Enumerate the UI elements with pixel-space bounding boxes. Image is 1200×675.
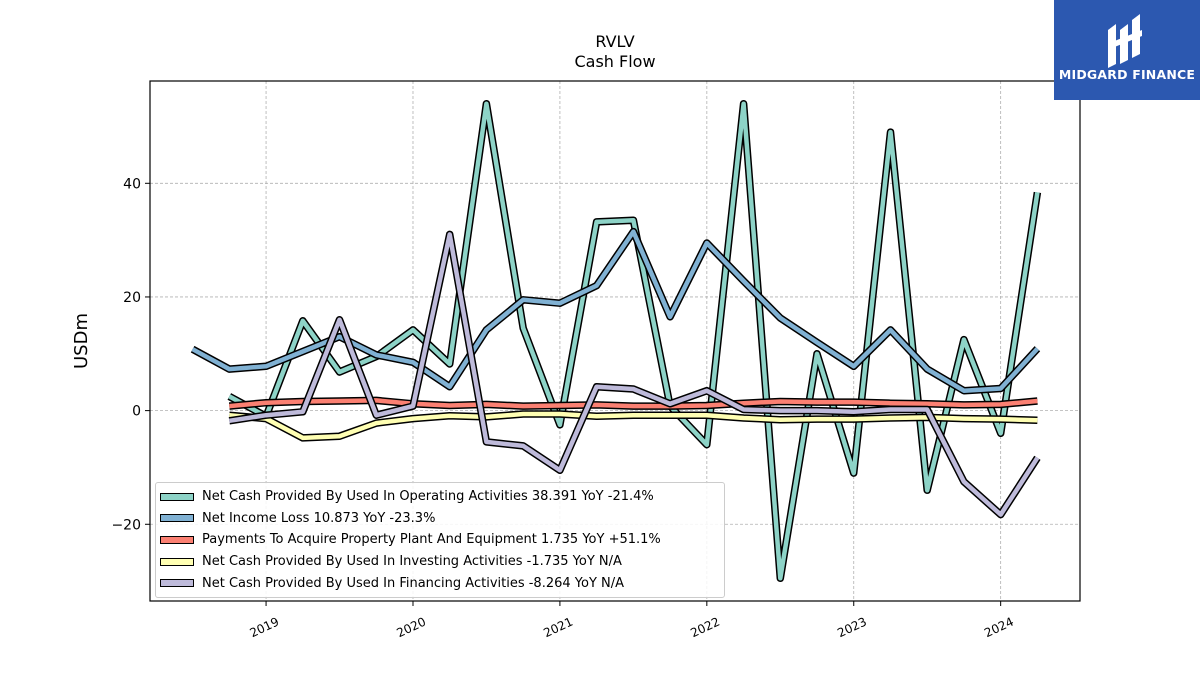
- legend-item: Net Cash Provided By Used In Operating A…: [160, 486, 718, 508]
- logo-mark-icon: [1108, 14, 1142, 68]
- x-tick-label: 2024: [982, 615, 1016, 641]
- y-tick-label: 40: [123, 176, 141, 192]
- y-tick-label: −20: [111, 517, 141, 533]
- x-tick-label: 2021: [541, 615, 575, 641]
- legend-label: Net Cash Provided By Used In Financing A…: [202, 575, 625, 591]
- y-axis-label: USDm: [71, 313, 92, 369]
- chart-title: RVLV: [595, 32, 635, 51]
- x-tick-label: 2020: [394, 615, 428, 641]
- legend-label: Net Cash Provided By Used In Investing A…: [202, 554, 622, 570]
- series-5: [228, 230, 1041, 519]
- brand-logo: MIDGARD FINANCE: [1054, 0, 1200, 100]
- x-tick-label: 2022: [688, 615, 722, 641]
- legend-swatch: [160, 557, 194, 566]
- legend-item: Net Cash Provided By Used In Investing A…: [160, 551, 718, 573]
- chart-subtitle: Cash Flow: [574, 52, 656, 71]
- legend-swatch: [160, 514, 194, 523]
- plot-frame: [149, 80, 1081, 602]
- series-line: [229, 411, 1038, 441]
- series-4: [228, 410, 1038, 442]
- legend-label: Net Cash Provided By Used In Operating A…: [202, 489, 654, 505]
- logo-text: MIDGARD FINANCE: [1058, 67, 1196, 82]
- series-layer: [190, 99, 1042, 583]
- x-tick-label: 2023: [835, 615, 869, 641]
- y-tick-label: 0: [132, 404, 141, 420]
- series-line: [228, 232, 1040, 517]
- series-line: [229, 398, 1038, 409]
- y-tick-label: 20: [123, 290, 141, 306]
- legend-item: Payments To Acquire Property Plant And E…: [160, 529, 718, 551]
- legend-label: Net Income Loss 10.873 YoY -23.3%: [202, 510, 436, 526]
- legend-swatch: [160, 492, 194, 501]
- legend-swatch: [160, 579, 194, 588]
- series-line: [228, 101, 1040, 581]
- series-1: [227, 99, 1042, 583]
- legend-label: Payments To Acquire Property Plant And E…: [202, 532, 661, 548]
- x-tick-label: 2019: [248, 615, 282, 641]
- legend-item: Net Income Loss 10.873 YoY -23.3%: [160, 508, 718, 530]
- legend-item: Net Cash Provided By Used In Financing A…: [160, 572, 718, 594]
- legend: Net Cash Provided By Used In Operating A…: [155, 482, 725, 598]
- series-3: [228, 396, 1038, 410]
- legend-swatch: [160, 535, 194, 544]
